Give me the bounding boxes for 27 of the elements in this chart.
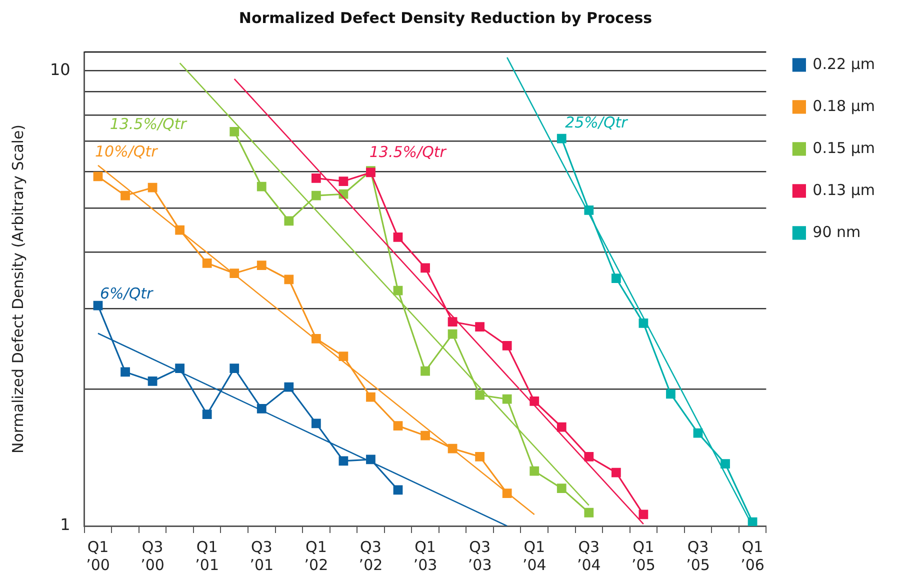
y-tick-label: 1 <box>60 515 70 534</box>
chart-title: Normalized Defect Density Reduction by Process <box>238 8 652 27</box>
x-tick-label: Q1 ’00 <box>86 538 110 574</box>
y-tick-label: 10 <box>50 60 70 79</box>
annotation: 10%/Qtr <box>94 142 158 160</box>
legend-label: 0.18 µm <box>812 96 876 115</box>
x-tick-label: Q3 ’03 <box>468 538 492 574</box>
legend-label: 90 nm <box>812 222 861 241</box>
x-tick-label: Q1 ’03 <box>413 538 438 574</box>
y-axis-title: Normalized Defect Density (Arbitrary Scale) <box>8 124 27 454</box>
x-tick-label: Q1 ’04 <box>522 538 546 574</box>
annotation: 25%/Qtr <box>565 113 628 132</box>
x-tick-label: Q3 ’00 <box>140 538 164 574</box>
x-tick-label: Q1 ’05 <box>632 538 656 574</box>
x-tick-label: Q3 ’04 <box>576 538 601 574</box>
x-tick-label: Q1 ’02 <box>304 538 328 574</box>
legend-label: 0.22 µm <box>812 54 876 73</box>
legend-label: 0.13 µm <box>812 180 876 199</box>
annotation: 13.5%/Qtr <box>110 115 188 134</box>
annotation: 6%/Qtr <box>100 284 154 302</box>
x-tick-label: Q1 ’06 <box>740 538 764 574</box>
x-tick-label: Q1 ’01 <box>195 538 220 574</box>
legend-label: 0.15 µm <box>812 138 876 157</box>
x-tick-label: Q3 ’05 <box>686 538 710 574</box>
x-tick-label: Q3 ’01 <box>250 538 274 574</box>
annotation: 13.5%/Qtr <box>369 142 447 161</box>
x-tick-label: Q3 ’02 <box>358 538 383 574</box>
